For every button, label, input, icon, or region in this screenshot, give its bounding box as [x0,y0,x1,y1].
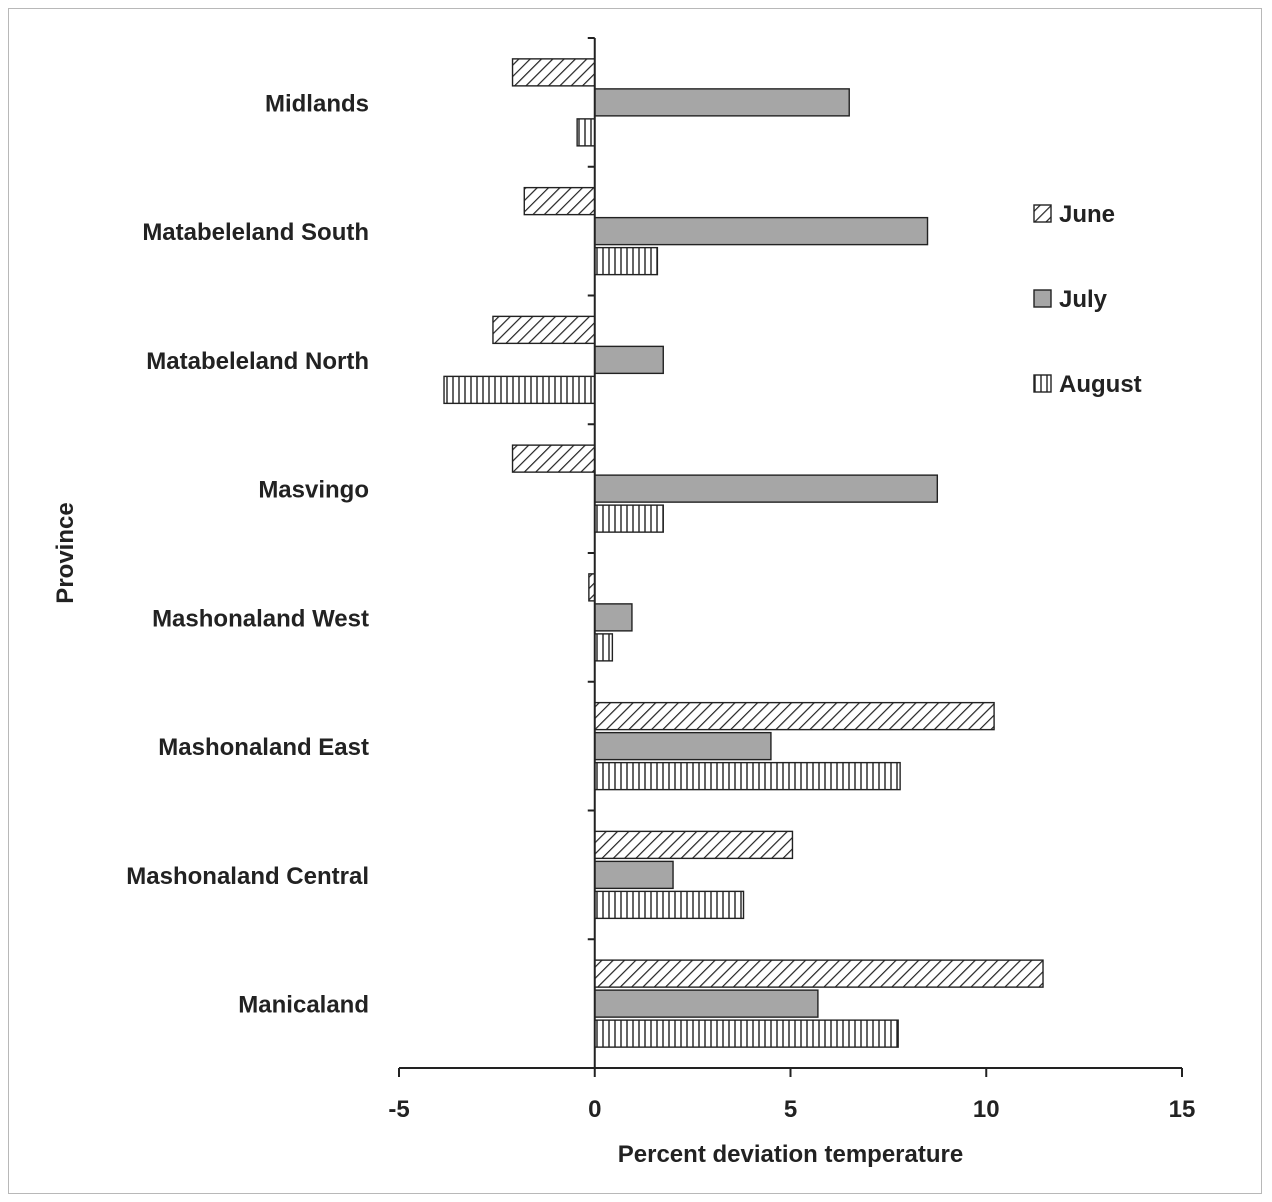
category-label-mashonaland-central: Mashonaland Central [126,863,369,890]
legend-label-july: July [1059,286,1108,313]
bar-august-mashonaland-west [594,633,614,662]
bar-june-matabeleland-south [523,186,596,216]
x-axis-title: Percent deviation temperature [618,1141,963,1168]
bar-july-mashonaland-east [594,731,772,761]
category-label-mashonaland-east: Mashonaland East [158,734,369,761]
bar-june-mashonaland-central [594,830,794,860]
y-axis-title: Province [52,502,79,603]
bar-june-midlands [511,58,596,87]
category-label-matabeleland-north: Matabeleland North [146,348,369,375]
legend-swatch-july [1033,289,1052,308]
category-label-midlands: Midlands [265,90,369,117]
legend-label-august: August [1059,371,1142,398]
x-tick-label-5: -5 [388,1096,409,1123]
bar-july-matabeleland-north [594,345,664,375]
bar-july-mashonaland-west [594,603,633,632]
bar-july-masvingo [594,474,939,503]
legend-swatch-june [1033,204,1052,223]
x-tick-label-10: 10 [973,1096,1000,1123]
bar-august-matabeleland-north [443,375,596,405]
bar-july-midlands [594,88,850,117]
x-tick-label-15: 15 [1169,1096,1196,1123]
category-label-masvingo: Masvingo [258,477,369,504]
bar-july-matabeleland-south [594,216,929,246]
category-label-manicaland: Manicaland [238,992,369,1019]
bar-august-masvingo [594,504,664,533]
bar-june-masvingo [511,444,596,473]
bar-july-mashonaland-central [594,860,674,890]
category-label-matabeleland-south: Matabeleland South [142,219,369,246]
bar-august-mashonaland-east [594,761,901,791]
bar-august-matabeleland-south [594,246,659,276]
bar-june-manicaland [594,959,1044,988]
bar-august-manicaland [594,1019,899,1048]
x-tick-label-0: 0 [588,1096,601,1123]
bar-june-mashonaland-east [594,701,995,731]
category-label-mashonaland-west: Mashonaland West [152,605,369,632]
bar-june-matabeleland-north [492,315,596,345]
legend: June July August [1033,201,1142,398]
bar-august-mashonaland-central [594,890,745,920]
legend-swatch-august [1033,374,1052,393]
bar-august-midlands [576,118,596,147]
x-tick-label-5: 5 [784,1096,797,1123]
axes-layer [398,37,1183,1077]
labels-layer: Midlands Matabeleland South Matabeleland N… [52,90,1195,1168]
bars-layer [443,58,1044,1048]
bar-july-manicaland [594,989,819,1018]
legend-label-june: June [1059,201,1115,228]
